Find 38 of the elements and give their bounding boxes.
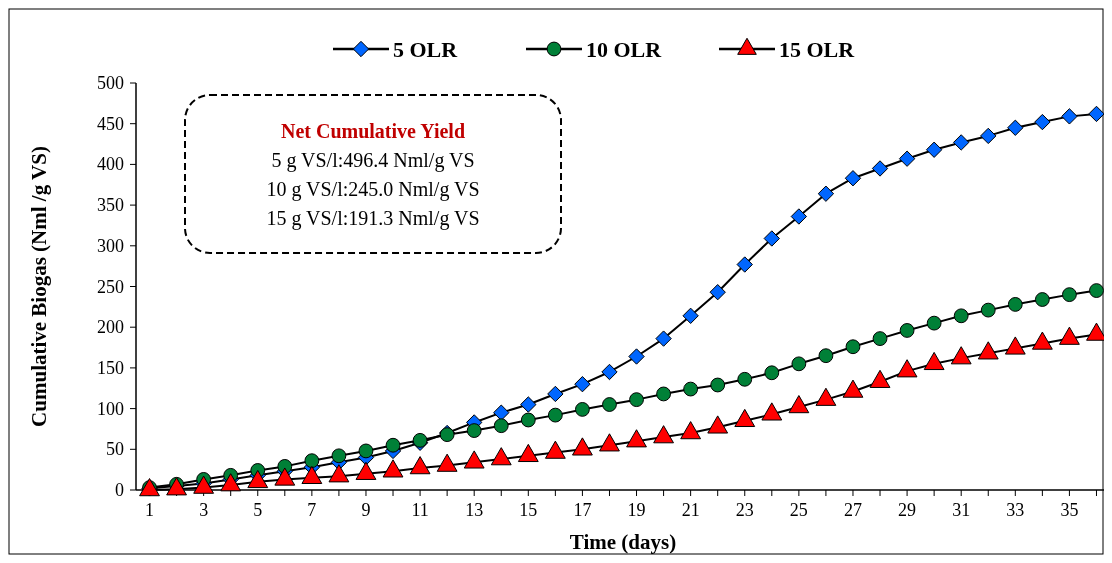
legend-label: 10 OLR <box>586 37 663 62</box>
x-tick-label: 1 <box>145 500 155 520</box>
y-tick-label: 400 <box>97 154 124 175</box>
annotation: 10 g VS/l:245.0 Nml/g VS <box>266 178 480 201</box>
x-axis-title: Time (days) <box>569 530 677 554</box>
y-tick-label: 300 <box>97 235 124 256</box>
x-tick-label: 9 <box>361 500 371 520</box>
y-tick-label: 150 <box>97 357 124 378</box>
y-tick-label: 200 <box>97 317 124 338</box>
y-tick-label: 100 <box>97 398 124 419</box>
y-tick-label: 350 <box>97 195 124 216</box>
y-tick-label: 250 <box>97 276 124 297</box>
x-tick-label: 29 <box>898 500 917 520</box>
x-tick-label: 17 <box>573 500 592 520</box>
x-tick-label: 15 <box>519 500 538 520</box>
y-tick-label: 50 <box>106 439 124 460</box>
x-tick-label: 11 <box>411 500 429 520</box>
y-tick-label: 0 <box>115 480 124 500</box>
y-tick-label: 500 <box>97 73 124 93</box>
x-tick-label: 21 <box>681 500 700 520</box>
x-tick-label: 35 <box>1060 500 1079 520</box>
legend-label: 15 OLR <box>779 37 856 62</box>
x-tick-label: 3 <box>199 500 209 520</box>
x-tick-label: 7 <box>307 500 317 520</box>
annotation: Net Cumulative Yield <box>280 120 466 142</box>
annotation: 5 g VS/l:496.4 Nml/g VS <box>271 149 475 172</box>
y-tick-label: 450 <box>97 113 124 134</box>
x-tick-label: 33 <box>1006 500 1025 520</box>
x-tick-label: 23 <box>735 500 754 520</box>
x-tick-label: 19 <box>627 500 646 520</box>
legend-label: 5 OLR <box>393 37 459 62</box>
x-tick-label: 25 <box>789 500 808 520</box>
annotation: 15 g VS/l:191.3 Nml/g VS <box>266 207 480 230</box>
x-tick-label: 13 <box>465 500 484 520</box>
x-tick-label: 31 <box>952 500 971 520</box>
x-tick-label: 5 <box>253 500 263 520</box>
x-tick-label: 27 <box>843 500 862 520</box>
y-axis-title: Cumulative Biogas (Nml /g VS) <box>27 146 51 427</box>
